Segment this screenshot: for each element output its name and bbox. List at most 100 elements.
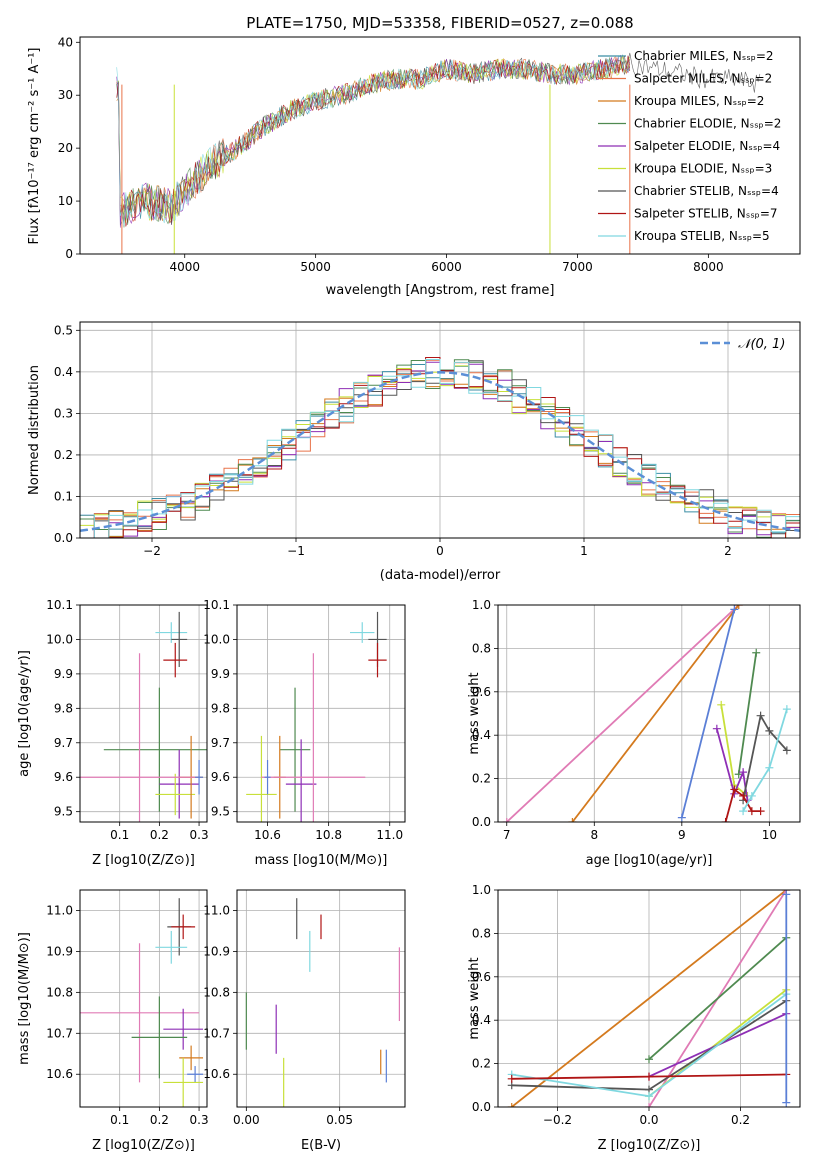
x-axis-label: Z [log10(Z/Z⊙)]: [92, 1138, 195, 1153]
x-tick-label: 1: [580, 544, 588, 558]
legend-entry: Salpeter MILES, Nₛₛₚ=2: [634, 72, 772, 86]
y-tick-label: 0.2: [54, 448, 73, 462]
plot-content: [80, 357, 800, 538]
error-bar-point: [171, 611, 188, 667]
panel-8: −0.2 0.0 0.2 0.0 0.2 0.4 0.6 0.8 1.0: [472, 883, 801, 1127]
weight-marker: [739, 791, 748, 800]
normal-curve: [80, 371, 800, 532]
x-tick-label: 0.3: [190, 828, 209, 842]
x-tick-label: 0: [436, 544, 444, 558]
y-tick-label: 9.7: [211, 736, 230, 750]
x-axis-label: wavelength [Angstrom, rest frame]: [326, 283, 555, 298]
plot-area: [498, 604, 800, 823]
y-tick-label: 9.9: [54, 667, 73, 681]
x-tick-label: 2: [724, 544, 732, 558]
error-bar-point: [350, 622, 375, 643]
weight-marker: [507, 1074, 516, 1083]
x-tick-label: 11.0: [376, 828, 403, 842]
weight-line: [571, 605, 740, 822]
x-tick-label: −0.2: [543, 1113, 572, 1127]
x-tick-label: 7: [503, 828, 511, 842]
x-tick-label: 10.6: [254, 828, 281, 842]
error-bar-point: [155, 773, 196, 816]
legend-entry: Salpeter ELODIE, Nₛₛₚ=4: [634, 139, 780, 153]
y-tick-label: 0.2: [472, 772, 491, 786]
plot-content: [507, 890, 791, 1107]
plot-area: [237, 604, 405, 822]
y-axis-label: mass weight: [467, 957, 482, 1039]
panel-1: 4000 5000 6000 7000 8000 0 10 20 30 40 Chabrier MI…: [58, 35, 801, 274]
weight-series: [739, 705, 791, 816]
error-bar-point: [163, 1008, 204, 1050]
legend-entry: 𝒩(0, 1): [738, 337, 785, 352]
x-tick-label: 9: [678, 828, 686, 842]
x-tick-label: −1: [287, 544, 305, 558]
axes-frame: [79, 604, 208, 823]
weight-marker: [782, 746, 791, 755]
legend: 𝒩(0, 1): [700, 337, 785, 352]
legend-entry: Chabrier MILES, Nₛₛₚ=2: [634, 49, 774, 63]
y-tick-label: 10.1: [46, 598, 73, 612]
y-tick-label: 10.8: [46, 985, 73, 999]
spectrum-line: [116, 54, 631, 226]
weight-marker: [730, 605, 739, 614]
y-tick-label: 0.3: [54, 406, 73, 420]
weight-marker: [502, 818, 511, 822]
y-tick-label: 0.5: [54, 323, 73, 337]
x-axis-label: E(B-V): [301, 1138, 341, 1153]
weight-marker: [765, 763, 774, 772]
weight-marker: [507, 1103, 516, 1107]
plot-content: [502, 605, 791, 822]
x-tick-label: 4000: [169, 260, 200, 274]
weight-marker: [717, 700, 726, 709]
y-tick-label: 9.9: [211, 667, 230, 681]
legend-entry: Salpeter STELIB, Nₛₛₚ=7: [634, 207, 778, 221]
panel-2: −2 −1 0 1 2 0.0 0.1 0.2 0.3 0.4 0.5 𝒩(0, 1): [54, 321, 801, 558]
weight-marker: [752, 648, 761, 657]
y-axis-label: Flux [fλ10⁻¹⁷ erg cm⁻² s⁻¹ A⁻¹]: [27, 48, 42, 245]
y-axis-label: age [log10(age/yr)]: [17, 650, 32, 777]
legend-entry: Kroupa ELODIE, Nₛₛₚ=3: [634, 162, 772, 176]
weight-marker: [721, 818, 730, 822]
x-tick-label: 5000: [300, 260, 331, 274]
weight-marker: [756, 807, 765, 816]
y-tick-label: 1.0: [472, 883, 491, 897]
panel-4: 10.6 10.8 11.0 9.5 9.6 9.7 9.8 9.9 10.0 10.1: [203, 598, 406, 842]
x-axis-label: age [log10(age/yr)]: [586, 853, 713, 868]
x-tick-label: 10.8: [315, 828, 342, 842]
x-tick-label: 10: [762, 828, 777, 842]
y-tick-label: 9.5: [211, 805, 230, 819]
legend-entry: Kroupa MILES, Nₛₛₚ=2: [634, 94, 764, 108]
weight-line: [511, 890, 787, 1107]
x-tick-label: 0.00: [233, 1113, 260, 1127]
y-tick-label: 20: [58, 141, 73, 155]
weight-line: [737, 652, 758, 775]
spectrum-line: [116, 55, 631, 226]
y-tick-label: 10.8: [203, 985, 230, 999]
y-tick-label: 10.0: [203, 632, 230, 646]
y-tick-label: 10.9: [46, 944, 73, 958]
weight-marker: [739, 768, 748, 777]
error-bar-point: [103, 687, 207, 812]
weight-marker: [756, 711, 765, 720]
y-tick-label: 0.2: [472, 1057, 491, 1071]
error-bar-point: [171, 914, 196, 940]
y-tick-label: 9.5: [54, 805, 73, 819]
weight-marker: [568, 818, 577, 822]
x-tick-label: −2: [143, 544, 161, 558]
y-axis-label: mass [log10(M/M⊙)]: [17, 932, 32, 1065]
y-tick-label: 0.0: [54, 531, 73, 545]
weight-series: [782, 890, 791, 1107]
plot-content: [116, 52, 761, 254]
y-axis-label: mass weight: [467, 672, 482, 754]
plot-content: [246, 611, 387, 822]
plot-area: [80, 322, 800, 539]
y-tick-label: 10.9: [203, 944, 230, 958]
y-tick-label: 11.0: [203, 903, 230, 917]
weight-series: [568, 605, 743, 822]
error-bar-point: [195, 760, 204, 795]
weight-marker: [645, 1055, 653, 1064]
error-bar-point: [163, 1057, 204, 1107]
error-bar-point: [246, 735, 277, 822]
